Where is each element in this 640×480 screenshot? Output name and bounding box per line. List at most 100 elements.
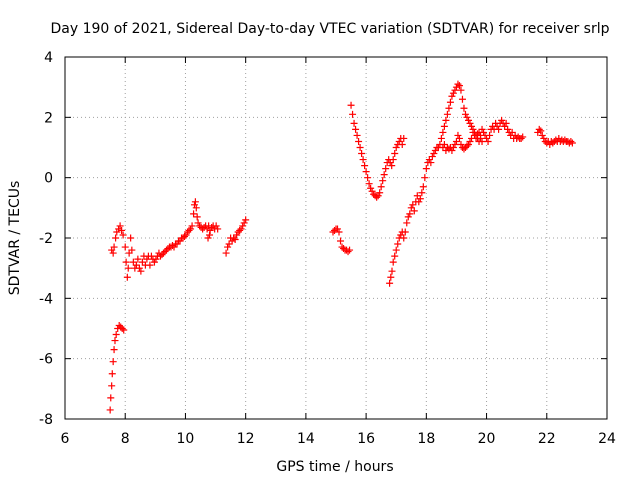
data-point [191, 198, 199, 206]
data-point [446, 98, 454, 106]
data-point [537, 127, 545, 135]
data-point [483, 134, 491, 142]
data-point [466, 119, 474, 127]
data-point [443, 110, 451, 118]
data-point [365, 180, 373, 188]
data-point [373, 193, 381, 201]
data-point [156, 252, 164, 260]
data-point [346, 246, 354, 254]
data-point [108, 382, 116, 390]
data-point [335, 228, 343, 236]
data-point [192, 204, 200, 212]
x-tick-label: 6 [61, 431, 70, 447]
data-point [138, 258, 146, 266]
data-point [340, 245, 348, 253]
data-point [406, 210, 414, 218]
data-point [187, 225, 195, 233]
data-point [120, 326, 128, 334]
data-point [109, 358, 117, 366]
x-tick-label: 12 [237, 431, 255, 447]
data-point [206, 231, 214, 239]
data-point [552, 136, 560, 144]
data-point [386, 159, 394, 167]
data-point [230, 234, 238, 242]
data-point [440, 140, 448, 148]
x-tick-label: 10 [177, 431, 195, 447]
data-point [517, 134, 525, 142]
data-point [208, 223, 216, 231]
data-point [445, 145, 453, 153]
data-point [347, 101, 355, 109]
data-point [448, 147, 456, 155]
data-point [437, 134, 445, 142]
data-point [344, 248, 352, 256]
data-point [106, 406, 114, 414]
data-point [368, 187, 376, 195]
data-point [173, 240, 181, 248]
data-point [122, 258, 130, 266]
data-point [388, 162, 396, 170]
data-point [391, 150, 399, 158]
data-point [445, 104, 453, 112]
data-point [561, 136, 569, 144]
data-point [461, 110, 469, 118]
data-point [233, 231, 241, 239]
data-point [234, 228, 242, 236]
data-point [143, 255, 151, 263]
data-point [567, 137, 575, 145]
data-point [212, 222, 220, 230]
data-point [115, 321, 123, 329]
data-point [129, 258, 137, 266]
data-point [110, 243, 118, 251]
data-point [179, 234, 187, 242]
data-point [442, 116, 450, 124]
x-tick-labels: 6 8 10 12 14 16 18 20 22 24 [61, 431, 616, 447]
x-tick-label: 16 [357, 431, 375, 447]
data-point [543, 139, 551, 147]
data-point [400, 134, 408, 142]
data-point [486, 131, 494, 139]
data-point [176, 237, 184, 245]
data-point [431, 147, 439, 155]
data-point [549, 139, 557, 147]
x-tick-label: 18 [417, 431, 435, 447]
data-point [389, 156, 397, 164]
data-point [391, 252, 399, 260]
data-point [464, 116, 472, 124]
data-point [403, 219, 411, 227]
x-tick-label: 24 [598, 431, 616, 447]
data-point [448, 92, 456, 100]
data-point [334, 225, 342, 233]
x-tick-label: 20 [478, 431, 496, 447]
data-point [463, 113, 471, 121]
data-point [394, 240, 402, 248]
data-point [439, 128, 447, 136]
data-point [374, 192, 382, 200]
data-point [137, 267, 145, 275]
data-point [112, 234, 120, 242]
data-point [555, 134, 563, 142]
data-point [451, 140, 459, 148]
data-point [162, 246, 170, 254]
data-point [190, 210, 198, 218]
x-tick-label: 22 [538, 431, 556, 447]
data-point [504, 125, 512, 133]
data-point [117, 323, 125, 331]
data-point [118, 226, 126, 234]
data-point [519, 133, 527, 141]
data-point [364, 174, 372, 182]
data-point [376, 189, 384, 197]
y-tick-label: 4 [44, 50, 53, 66]
data-point [225, 240, 233, 248]
y-tick-labels: -8 -6 -4 -2 0 2 4 [39, 50, 53, 428]
data-point [204, 234, 212, 242]
data-point [116, 222, 124, 230]
data-point [501, 122, 509, 130]
data-point [159, 249, 167, 257]
data-point [352, 125, 360, 133]
x-tick-label: 8 [121, 431, 130, 447]
data-points [106, 80, 576, 414]
data-point [224, 243, 232, 251]
data-point [123, 273, 131, 281]
data-point [150, 258, 158, 266]
